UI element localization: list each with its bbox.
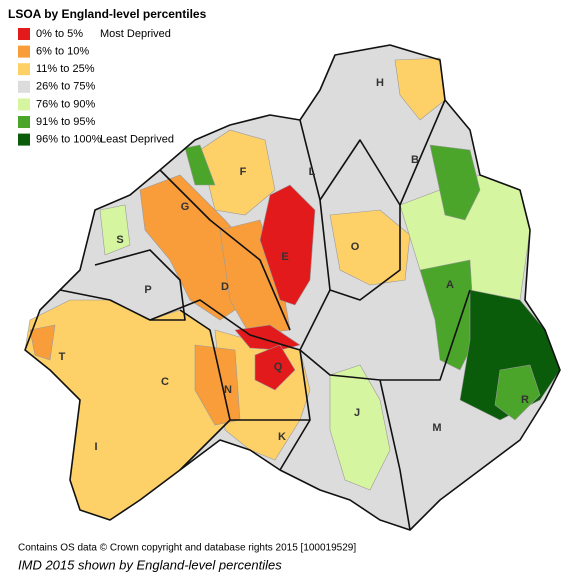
area — [494, 364, 541, 421]
area — [429, 144, 481, 221]
legend-label: 96% to 100% — [36, 134, 102, 146]
region-label: E — [281, 251, 288, 263]
region-label: J — [354, 407, 360, 419]
map-areas — [24, 44, 561, 531]
legend-label: 0% to 5% — [36, 28, 83, 40]
legend-swatch — [18, 98, 30, 111]
legend-swatch — [18, 45, 30, 58]
region-label: O — [351, 241, 360, 253]
region-label: P — [144, 284, 151, 296]
area — [329, 209, 411, 286]
region-label: I — [94, 441, 97, 453]
legend-label: 91% to 95% — [36, 116, 96, 128]
region-label: A — [446, 279, 454, 291]
region-label: M — [432, 422, 441, 434]
legend-label: 11% to 25% — [36, 63, 95, 75]
region-label: L — [309, 166, 316, 178]
area — [24, 299, 231, 521]
legend-swatch — [18, 80, 30, 93]
region-label: F — [240, 166, 247, 178]
area — [259, 184, 316, 306]
region-labels: H B L F G S E O A P D T C Q N R J M K I — [59, 77, 529, 453]
region-label: N — [224, 384, 232, 396]
caption: IMD 2015 shown by England-level percenti… — [18, 557, 282, 572]
boundary — [179, 309, 231, 471]
boundary — [319, 139, 401, 206]
legend-note: Least Deprived — [100, 134, 174, 146]
legend-swatch — [18, 28, 30, 40]
region-label: G — [181, 201, 190, 213]
region-label: B — [411, 154, 419, 166]
legend-swatch — [18, 133, 30, 146]
area — [419, 259, 476, 371]
boundary — [379, 379, 411, 531]
credit: Contains OS data © Crown copyright and d… — [18, 543, 356, 554]
region-label: Q — [274, 361, 283, 373]
title: LSOA by England-level percentiles — [8, 7, 207, 21]
legend-note: Most Deprived — [100, 28, 171, 40]
area — [329, 364, 391, 491]
region-label: S — [116, 234, 123, 246]
legend-label: 6% to 10% — [36, 46, 89, 58]
area — [254, 344, 296, 391]
region-label: H — [376, 77, 384, 89]
region-label: T — [59, 351, 66, 363]
boundary — [299, 289, 471, 381]
boundary — [59, 249, 186, 321]
legend: 0% to 5% Most Deprived 6% to 10% 11% to 25%… — [18, 28, 174, 146]
region-label: D — [221, 281, 229, 293]
legend-swatch — [18, 63, 30, 76]
borders — [24, 44, 561, 531]
boundary — [149, 299, 301, 351]
boundary — [159, 169, 291, 331]
region-label: R — [521, 394, 529, 406]
area — [184, 144, 216, 186]
area — [29, 324, 56, 361]
legend-label: 26% to 75% — [36, 81, 96, 93]
region-label: K — [278, 431, 286, 443]
area — [99, 204, 131, 256]
legend-swatch — [18, 116, 30, 128]
boundary — [24, 44, 561, 531]
legend-label: 76% to 90% — [36, 98, 96, 110]
region-label: C — [161, 376, 169, 388]
